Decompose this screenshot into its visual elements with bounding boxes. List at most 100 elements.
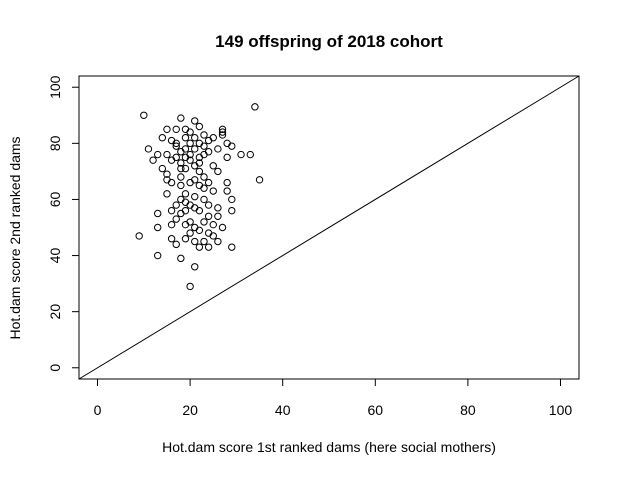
data-point (228, 142, 236, 150)
data-point (204, 243, 213, 251)
data-point (167, 235, 176, 243)
data-point (172, 125, 180, 134)
data-point (191, 134, 199, 142)
y-axis: 0 20 40 60 80 100 (47, 75, 80, 372)
data-point (214, 212, 222, 220)
data-point (191, 263, 199, 271)
data-point (228, 195, 236, 204)
identity-reference-line (78, 75, 580, 380)
data-point (149, 156, 157, 164)
data-point (181, 198, 190, 206)
data-point (223, 187, 231, 195)
y-tick-label: 40 (47, 248, 63, 264)
data-point (163, 190, 171, 198)
data-point (158, 134, 167, 142)
data-point (167, 156, 176, 164)
data-point (181, 235, 190, 243)
y-tick-label: 80 (47, 135, 63, 151)
data-point (200, 218, 208, 226)
data-point (186, 282, 194, 291)
data-point (163, 150, 171, 159)
data-point (214, 145, 222, 153)
data-point (181, 164, 190, 173)
data-point (177, 254, 185, 263)
data-point (172, 215, 180, 223)
data-point (154, 150, 162, 159)
data-point (246, 150, 254, 159)
y-tick-label: 0 (47, 364, 63, 372)
data-point (181, 220, 190, 229)
data-point (204, 148, 213, 156)
data-point (255, 176, 264, 184)
data-point (154, 223, 162, 232)
data-point (214, 237, 222, 246)
data-point (167, 206, 176, 215)
data-point (186, 139, 194, 148)
data-point (172, 240, 180, 249)
data-point (186, 178, 194, 187)
data-point (218, 125, 227, 134)
data-point (177, 173, 185, 181)
data-point (223, 153, 231, 162)
x-axis: 0 20 40 60 80 100 (94, 378, 573, 418)
y-tick-label: 60 (47, 191, 63, 207)
data-point (167, 220, 176, 229)
data-point (163, 176, 171, 184)
data-point (191, 204, 199, 212)
x-tick-label: 40 (275, 402, 291, 418)
data-point (195, 226, 204, 235)
data-point (177, 164, 185, 173)
x-tick-label: 80 (460, 402, 476, 418)
data-point (195, 122, 204, 131)
data-point (154, 209, 162, 218)
data-point (209, 220, 217, 229)
data-point (181, 190, 190, 198)
data-point (228, 206, 236, 215)
data-point (195, 159, 204, 167)
data-point (214, 204, 222, 212)
data-point (186, 128, 194, 136)
data-point (177, 114, 185, 122)
data-point (200, 184, 208, 192)
data-point (135, 232, 143, 240)
data-point (195, 243, 204, 251)
data-point (191, 192, 199, 201)
data-point (186, 156, 194, 164)
data-point (177, 209, 185, 218)
x-tick-label: 0 (94, 402, 102, 418)
data-point (200, 131, 208, 139)
x-axis-label: Hot.dam score 1st ranked dams (here soci… (162, 439, 496, 455)
y-tick-label: 100 (47, 75, 63, 99)
data-point (237, 150, 245, 159)
data-point (200, 237, 208, 246)
data-point (177, 159, 185, 167)
data-point (172, 201, 180, 209)
data-point (172, 142, 180, 150)
x-tick-label: 60 (368, 402, 384, 418)
data-point (191, 237, 199, 246)
data-point (177, 148, 185, 156)
data-point (204, 201, 213, 209)
data-point (204, 178, 213, 187)
data-point (195, 167, 204, 176)
data-point (181, 134, 190, 142)
data-point (195, 153, 204, 162)
data-point (163, 125, 171, 134)
data-point (204, 212, 213, 220)
data-point (191, 117, 199, 125)
data-point (144, 145, 153, 153)
y-axis-label: Hot.dam score 2nd ranked dams (7, 136, 23, 339)
data-point (218, 128, 227, 136)
data-point (200, 195, 208, 204)
x-tick-label: 20 (182, 402, 198, 418)
data-point (200, 173, 208, 181)
data-point (154, 251, 162, 260)
data-point (177, 181, 185, 190)
data-point (209, 162, 217, 170)
data-point (163, 170, 171, 178)
chart-title: 149 offspring of 2018 cohort (215, 32, 443, 51)
data-point (218, 131, 227, 139)
data-point (214, 167, 222, 176)
data-point (204, 136, 213, 145)
x-tick-label: 100 (549, 402, 573, 418)
